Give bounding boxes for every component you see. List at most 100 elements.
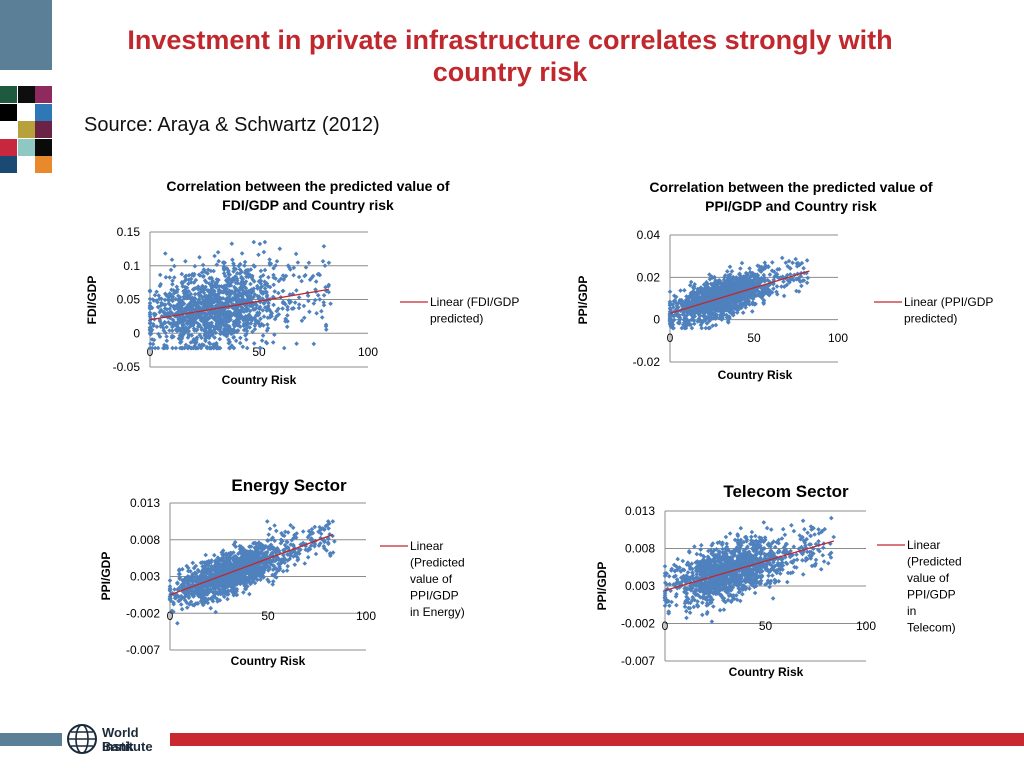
- data-point: [281, 277, 286, 282]
- data-point: [292, 562, 298, 567]
- data-point: [174, 592, 180, 598]
- data-point: [261, 551, 266, 557]
- data-point: [733, 288, 739, 294]
- data-point: [299, 318, 305, 323]
- data-point: [228, 313, 233, 319]
- data-point: [252, 315, 257, 320]
- data-point: [249, 290, 254, 296]
- data-point: [217, 336, 223, 342]
- data-point: [211, 345, 216, 351]
- data-point: [250, 549, 255, 555]
- data-point: [231, 322, 236, 327]
- data-point: [231, 564, 237, 570]
- data-point: [156, 293, 161, 298]
- data-point: [707, 307, 713, 313]
- data-point: [191, 315, 196, 321]
- data-point: [238, 335, 243, 341]
- data-point: [190, 560, 196, 566]
- data-point: [771, 286, 776, 291]
- data-point: [291, 265, 297, 271]
- data-point: [240, 556, 245, 562]
- data-point: [272, 538, 277, 544]
- data-point: [216, 567, 222, 572]
- data-point: [310, 273, 316, 279]
- data-point: [753, 301, 758, 307]
- data-point: [307, 277, 313, 282]
- data-point: [244, 293, 250, 298]
- data-point: [259, 549, 264, 554]
- data-point: [231, 345, 237, 351]
- data-point: [703, 308, 709, 313]
- data-point: [321, 544, 327, 549]
- data-point: [259, 290, 264, 295]
- data-point: [208, 605, 213, 611]
- data-point: [735, 307, 741, 313]
- data-point: [709, 543, 714, 548]
- data-point: [319, 308, 324, 314]
- data-point: [173, 345, 179, 351]
- data-point: [759, 268, 764, 273]
- data-point: [272, 316, 278, 322]
- y-axis-title: PPI/GDP: [99, 552, 113, 601]
- data-point: [266, 307, 272, 312]
- data-point: [227, 558, 232, 564]
- data-point: [775, 267, 780, 272]
- data-point: [729, 278, 735, 284]
- data-point: [671, 299, 677, 304]
- data-point: [684, 323, 689, 329]
- data-point: [178, 316, 183, 321]
- data-point: [227, 574, 232, 580]
- data-point: [266, 532, 271, 537]
- data-point: [715, 294, 720, 299]
- data-point: [197, 306, 202, 312]
- data-point: [282, 557, 288, 562]
- data-point: [212, 342, 218, 347]
- legend: Linear (FDI/GDP predicted): [400, 295, 519, 326]
- data-point: [307, 309, 312, 315]
- data-point: [266, 300, 271, 306]
- data-point: [185, 303, 191, 308]
- data-point: [226, 291, 232, 296]
- data-point: [270, 340, 276, 345]
- data-point: [217, 576, 223, 582]
- data-point: [687, 295, 692, 301]
- data-point: [290, 542, 296, 548]
- data-point: [215, 555, 221, 560]
- data-point: [233, 558, 238, 564]
- data-point: [237, 290, 243, 296]
- data-point: [785, 579, 790, 585]
- data-point: [672, 293, 677, 299]
- data-point: [188, 574, 194, 580]
- data-point: [701, 295, 707, 300]
- data-point: [234, 318, 239, 323]
- data-point: [235, 278, 240, 283]
- data-point: [147, 296, 153, 302]
- data-point: [180, 345, 185, 351]
- data-point: [233, 590, 238, 596]
- data-point: [773, 273, 778, 278]
- data-point: [216, 304, 221, 309]
- data-point: [226, 580, 231, 586]
- data-point: [691, 318, 697, 323]
- data-point: [202, 278, 208, 283]
- data-point: [276, 278, 282, 284]
- data-point: [264, 559, 269, 565]
- data-point: [177, 336, 182, 342]
- data-point: [225, 302, 231, 307]
- data-point: [149, 345, 155, 351]
- data-point: [211, 290, 217, 296]
- data-point: [224, 333, 229, 339]
- data-point: [251, 286, 257, 291]
- data-point: [228, 298, 233, 304]
- data-point: [244, 274, 249, 279]
- data-point: [240, 344, 246, 350]
- data-point: [214, 277, 220, 282]
- data-point: [252, 580, 258, 586]
- data-point: [183, 308, 189, 313]
- data-point: [261, 323, 266, 328]
- chart-title: Telecom Sector: [723, 482, 849, 501]
- data-point: [280, 273, 286, 278]
- data-point: [227, 272, 233, 277]
- data-point: [229, 584, 235, 590]
- data-point: [211, 268, 216, 274]
